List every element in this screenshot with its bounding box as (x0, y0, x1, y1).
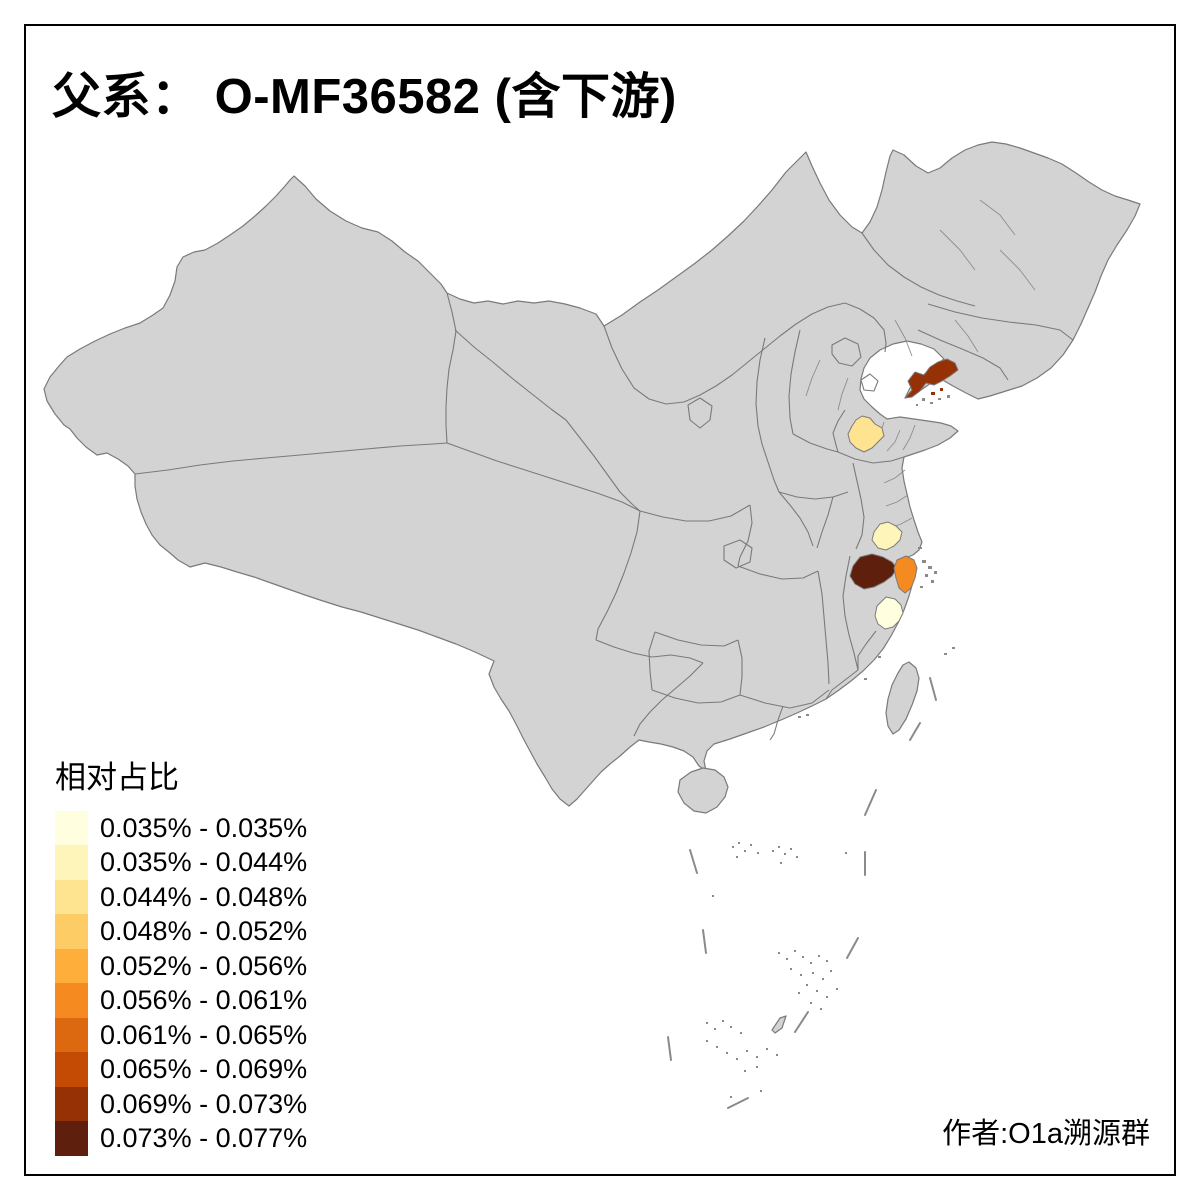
legend-swatch (55, 1086, 88, 1122)
legend-swatch (55, 1017, 88, 1053)
legend-item: 0.035% - 0.035% (55, 810, 308, 846)
south-china-sea-islands (706, 842, 847, 1098)
region-south-jiangsu (871, 521, 903, 551)
region-south-zhejiang (874, 596, 904, 630)
legend-item: 0.035% - 0.044% (55, 845, 308, 881)
taiwan-island (885, 661, 920, 735)
legend-label: 0.035% - 0.035% (100, 812, 308, 843)
legend-label: 0.056% - 0.061% (100, 985, 308, 1016)
prefecture-borders (805, 199, 1036, 529)
region-dalian-islet (940, 388, 943, 391)
legend-swatch (55, 879, 88, 915)
legend-item: 0.056% - 0.061% (55, 983, 308, 1019)
hainan-island (677, 767, 729, 814)
region-shaoxing-ningbo (893, 555, 918, 594)
legend-label: 0.061% - 0.065% (100, 1019, 308, 1050)
legend-title: 相对占比 (55, 760, 179, 795)
legend-swatch (55, 948, 88, 984)
page-title: 父系： O-MF36582 (含下游) (52, 70, 677, 124)
legend-item: 0.073% - 0.077% (55, 1121, 308, 1157)
legend-label: 0.048% - 0.052% (100, 916, 308, 947)
china-mainland (43, 141, 1141, 807)
legend-item: 0.069% - 0.073% (55, 1086, 308, 1122)
choropleth-regions (847, 358, 959, 630)
legend-swatch (55, 1052, 88, 1088)
legend-item: 0.052% - 0.056% (55, 948, 308, 984)
legend-label: 0.073% - 0.077% (100, 1123, 308, 1154)
legend-swatch (55, 810, 88, 846)
legend-label: 0.044% - 0.048% (100, 881, 308, 912)
region-hangzhou (849, 553, 898, 590)
legend-swatch (55, 983, 88, 1019)
legend-label: 0.052% - 0.056% (100, 950, 308, 981)
legend: 相对占比 0.035% - 0.035% 0.035% - 0.044% 0.0… (55, 752, 308, 1157)
legend-item: 0.061% - 0.065% (55, 1017, 308, 1053)
legend-label: 0.065% - 0.069% (100, 1054, 308, 1085)
legend-item: 0.044% - 0.048% (55, 879, 308, 915)
region-dalian-liaoning (904, 358, 959, 399)
region-dalian-islet (931, 392, 935, 395)
dash-boundary-line (667, 677, 937, 1109)
attribution: 作者:O1a溯源群 (942, 1118, 1150, 1150)
legend-label: 0.035% - 0.044% (100, 847, 308, 878)
legend-swatch (55, 845, 88, 881)
region-central-shandong (847, 415, 885, 453)
coastal-islets (798, 395, 955, 718)
legend-label: 0.069% - 0.073% (100, 1088, 308, 1119)
legend-item: 0.065% - 0.069% (55, 1052, 308, 1088)
province-borders (134, 232, 1074, 741)
legend-swatch (55, 914, 88, 950)
legend-swatch (55, 1121, 88, 1157)
legend-item: 0.048% - 0.052% (55, 914, 308, 950)
